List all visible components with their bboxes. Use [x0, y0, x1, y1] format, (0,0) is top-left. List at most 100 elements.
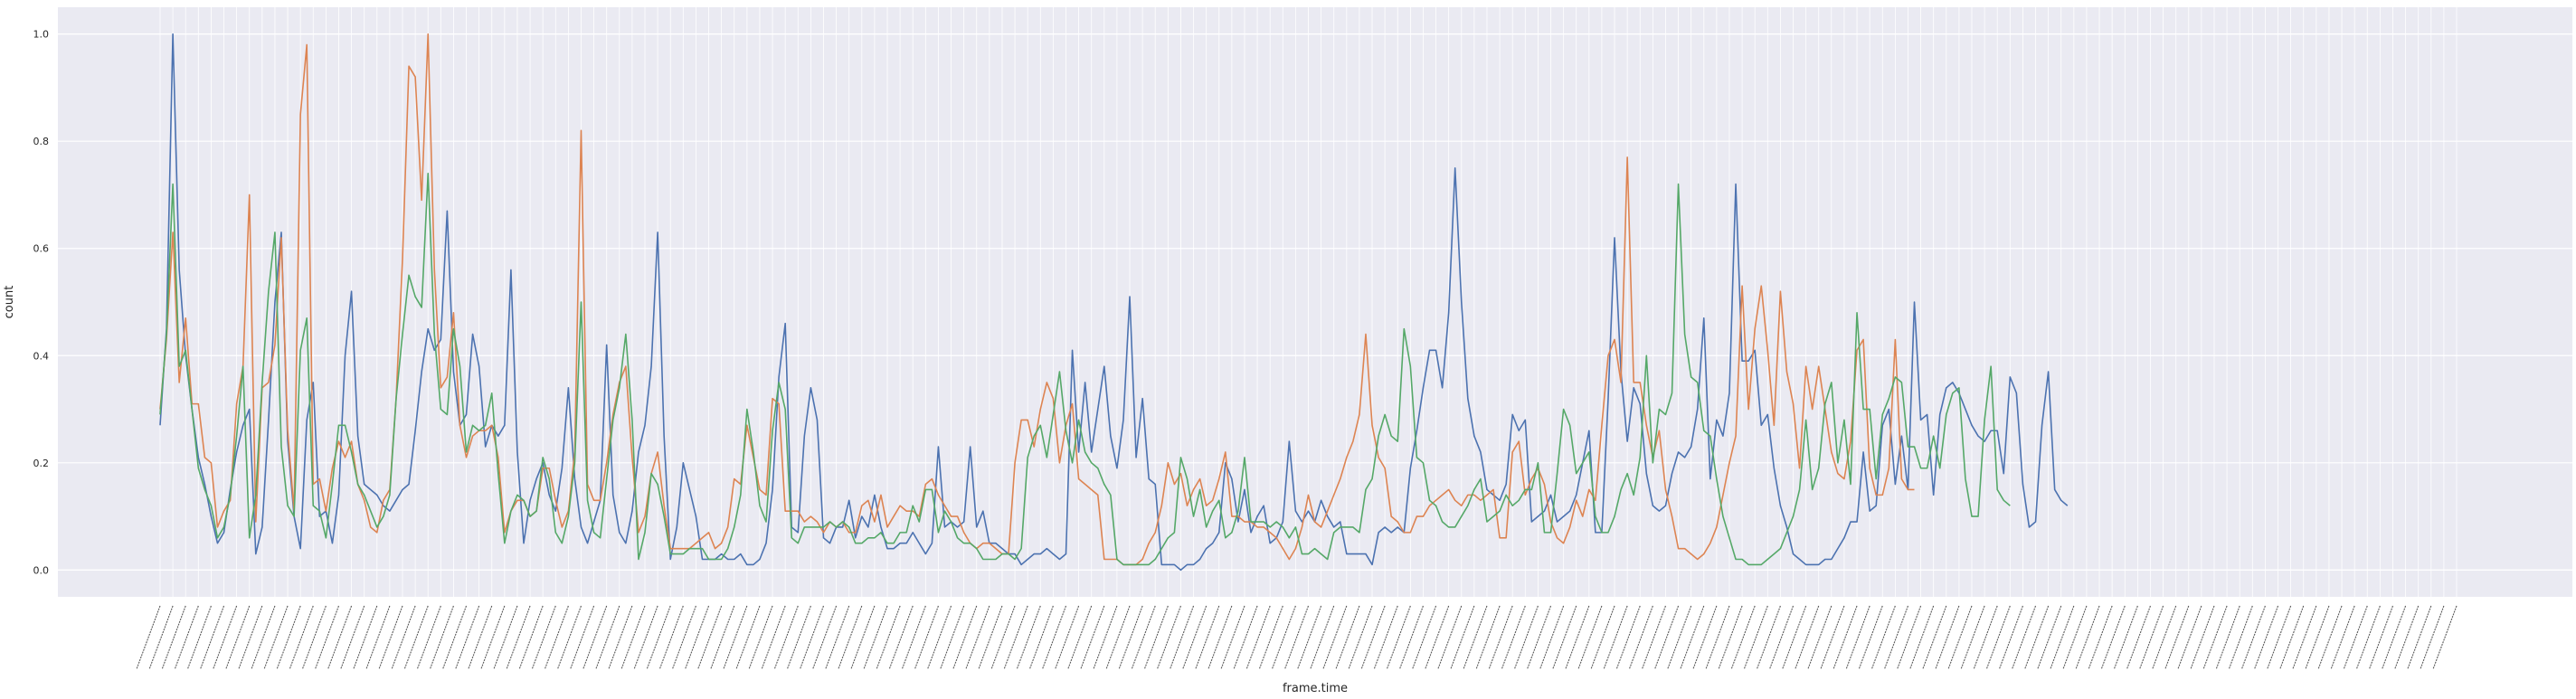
x-tick-label — [2164, 605, 2190, 670]
y-tick-label: 1.0 — [33, 29, 50, 41]
x-tick-label — [2279, 605, 2305, 670]
x-tick-label — [812, 605, 838, 670]
x-tick-label — [2088, 605, 2113, 670]
x-tick-label — [1271, 605, 1296, 670]
x-tick-label — [2432, 605, 2458, 670]
x-tick-label — [2215, 605, 2240, 670]
x-tick-label — [1131, 605, 1156, 670]
x-tick-label — [748, 605, 773, 670]
x-tick-label — [263, 605, 289, 670]
x-tick-label — [1386, 605, 1411, 670]
x-tick-label — [1067, 605, 1093, 670]
x-tick-label — [1425, 605, 1450, 670]
x-tick-label — [2394, 605, 2420, 670]
x-tick-label — [1348, 605, 1373, 670]
x-tick-label — [1220, 605, 1245, 670]
x-tick-label — [1093, 605, 1118, 670]
x-tick-label — [1322, 605, 1348, 670]
x-tick-label — [1820, 605, 1845, 670]
x-tick-label — [1667, 605, 1692, 670]
x-tick-label — [1730, 605, 1756, 670]
x-tick-label — [658, 605, 684, 670]
x-tick-label — [1552, 605, 1577, 670]
x-tick-label — [1501, 605, 1526, 670]
x-tick-label — [1003, 605, 1028, 670]
x-tick-label — [1768, 605, 1795, 670]
x-tick-label — [671, 605, 696, 670]
x-tick-label — [2382, 605, 2407, 670]
x-tick-label — [723, 605, 748, 670]
x-tick-label — [276, 605, 301, 670]
x-tick-label — [914, 605, 939, 670]
x-tick-label — [2305, 605, 2330, 670]
x-tick-label — [1233, 605, 1258, 670]
x-tick-label — [1488, 605, 1513, 670]
x-tick-label — [161, 605, 186, 670]
x-tick-label — [1833, 605, 1858, 670]
x-tick-label — [2062, 605, 2088, 670]
x-tick-label — [1016, 605, 1041, 670]
x-tick-label — [544, 605, 569, 670]
x-tick-label — [1297, 605, 1322, 670]
x-tick-label — [888, 605, 914, 670]
x-tick-label — [2126, 605, 2151, 670]
x-tick-label — [378, 605, 403, 670]
x-tick-label — [1283, 605, 1310, 670]
x-tick-label — [876, 605, 901, 670]
x-tick-label — [1795, 605, 1820, 670]
series-line-2 — [159, 33, 1915, 566]
x-tick-label — [1628, 605, 1653, 670]
x-tick-label — [1412, 605, 1437, 670]
x-tick-label — [633, 605, 658, 670]
x-tick-label — [2177, 605, 2202, 670]
x-tick-label — [1692, 605, 1718, 670]
x-tick-label — [1360, 605, 1386, 670]
x-tick-label — [2190, 605, 2215, 670]
x-tick-label — [1258, 605, 1283, 670]
series-line-1 — [159, 33, 2069, 571]
x-tick-label — [799, 605, 825, 670]
x-tick-label — [1118, 605, 1143, 670]
x-tick-label — [327, 605, 353, 670]
x-tick-label — [136, 605, 161, 670]
x-tick-label — [1590, 605, 1615, 670]
x-tick-label — [2355, 605, 2381, 670]
x-tick-label — [901, 605, 926, 670]
x-tick-labels — [136, 605, 2458, 670]
x-tick-label — [2012, 605, 2037, 670]
x-tick-label — [1463, 605, 1488, 670]
x-tick-label — [838, 605, 863, 670]
x-tick-label — [710, 605, 735, 670]
x-tick-label — [442, 605, 468, 670]
x-tick-label — [2152, 605, 2177, 670]
x-tick-label — [1947, 605, 1973, 670]
x-tick-label — [1450, 605, 1475, 670]
x-tick-label — [225, 605, 251, 670]
x-tick-label — [1041, 605, 1067, 670]
x-tick-label — [174, 605, 199, 670]
x-tick-label — [1513, 605, 1539, 670]
x-tick-label — [2202, 605, 2228, 670]
x-tick-label — [1897, 605, 1922, 670]
x-tick-label — [697, 605, 723, 670]
x-tick-label — [2407, 605, 2432, 670]
x-tick-label — [353, 605, 378, 670]
x-tick-label — [1935, 605, 1960, 670]
x-tick-label — [1845, 605, 1870, 670]
y-tick-label: 0.6 — [33, 243, 50, 255]
x-tick-label — [556, 605, 582, 670]
x-tick-label — [468, 605, 493, 670]
x-tick-label — [186, 605, 212, 670]
x-tick-label — [1883, 605, 1908, 670]
x-tick-label — [608, 605, 633, 670]
x-tick-label — [1245, 605, 1271, 670]
x-tick-label — [480, 605, 506, 670]
x-tick-label — [2330, 605, 2355, 670]
x-tick-label — [506, 605, 531, 670]
x-tick-label — [200, 605, 225, 670]
x-tick-label — [1718, 605, 1743, 670]
x-tick-label — [1182, 605, 1208, 670]
x-tick-label — [1195, 605, 1220, 670]
y-tick-label: 0.4 — [33, 350, 50, 362]
